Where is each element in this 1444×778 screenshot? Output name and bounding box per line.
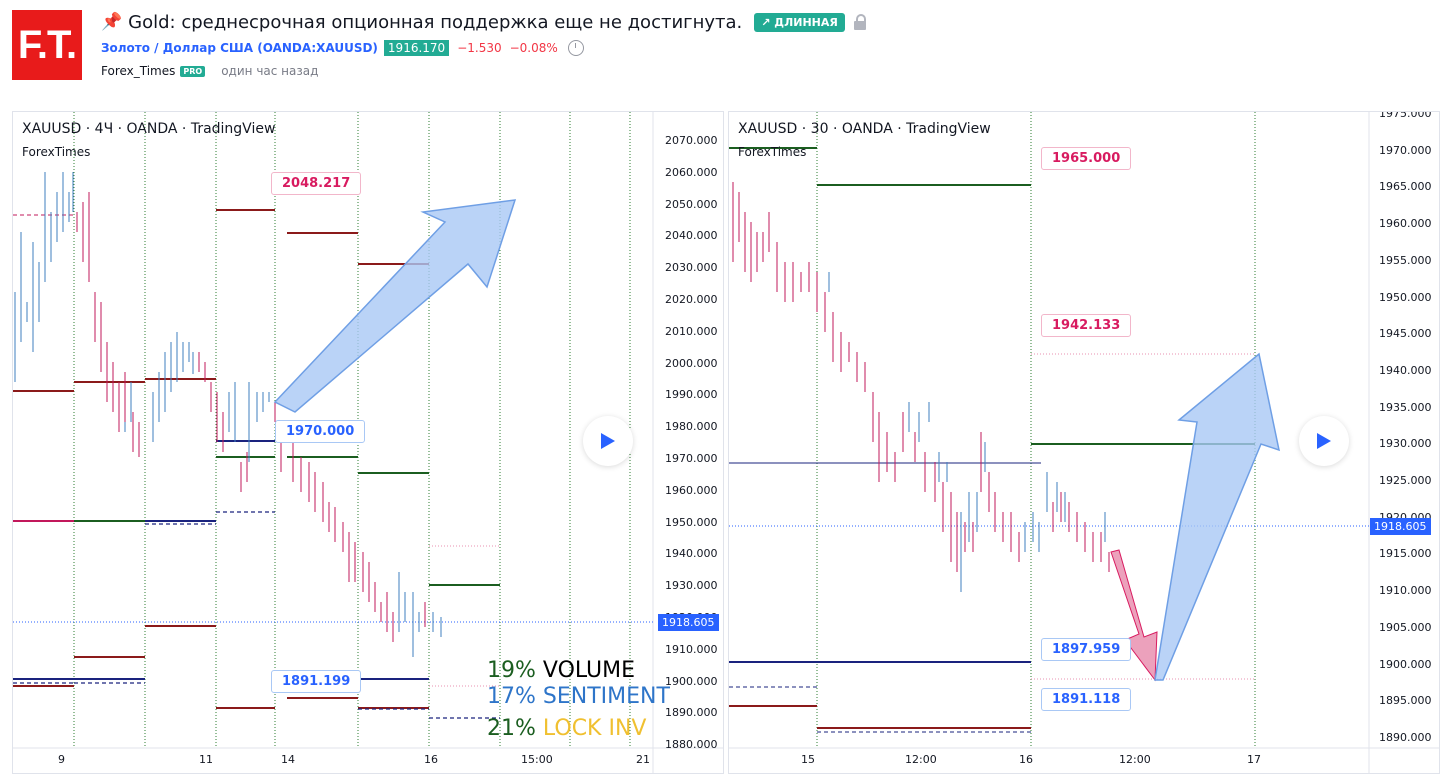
- price-tick-label: 1980.000: [665, 420, 718, 434]
- chart-left-canvas: [13, 112, 723, 773]
- chart-left-last-price: 1918.605: [658, 614, 719, 631]
- chart-right-play-button[interactable]: [1299, 416, 1349, 466]
- symbol-row: Золото / Доллар США (OANDA:XAUUSD) 1916.…: [101, 39, 584, 57]
- price-tick-label: 1905.000: [1379, 620, 1432, 634]
- price-tick-label: 1970.000: [665, 452, 718, 465]
- price-tick-label: 1895.000: [1379, 694, 1432, 708]
- price-tick-label: 1930.000: [1379, 437, 1432, 451]
- projection-down-arrow: [1110, 549, 1158, 682]
- stat-lock-inv: 21% LOCK INV: [487, 716, 647, 741]
- price-tick-label: 1965.000: [1379, 180, 1432, 194]
- callout-1891b[interactable]: 1891.118: [1041, 688, 1132, 711]
- time-tick-label: 15: [801, 753, 815, 766]
- price-tick-label: 1960.000: [1379, 217, 1432, 231]
- callout-1942[interactable]: 1942.133: [1041, 314, 1132, 337]
- alarm-clock-icon[interactable]: [567, 40, 584, 56]
- callout-2048[interactable]: 2048.217: [271, 172, 362, 195]
- callout-1970[interactable]: 1970.000: [275, 420, 366, 443]
- price-tick-label: 1945.000: [1379, 327, 1432, 341]
- price-tick-label: 1910.000: [665, 642, 718, 656]
- price-tick-label: 1880.000: [665, 738, 718, 752]
- price-tick-label: 1940.000: [1379, 363, 1432, 377]
- author-name[interactable]: Forex_Times: [101, 64, 176, 78]
- pin-icon: 📌: [101, 12, 123, 32]
- time-tick-label: 14: [281, 753, 295, 766]
- price-tick-label: 1890.000: [665, 706, 718, 720]
- symbol-link[interactable]: Золото / Доллар США (OANDA:XAUUSD): [101, 41, 378, 55]
- time-tick-label: 16: [424, 753, 438, 766]
- price-change: −1.530: [457, 41, 502, 55]
- posted-time: один час назад: [221, 64, 319, 78]
- price-tick-label: 1935.000: [1379, 400, 1432, 414]
- callout-1965[interactable]: 1965.000: [1041, 147, 1132, 170]
- author-row: Forex_Times PRO один час назад: [101, 64, 318, 78]
- time-tick-label: 11: [199, 753, 213, 766]
- price-tick-label: 1925.000: [1379, 474, 1432, 487]
- chart-left-sublabel: ForexTimes: [22, 145, 91, 159]
- price-tick-label: 1950.000: [665, 515, 718, 529]
- stat-sentiment: 17% SENTIMENT: [487, 684, 670, 709]
- price-tick-label: 1940.000: [665, 547, 718, 561]
- chart-right-last-price: 1918.605: [1370, 518, 1431, 535]
- projection-up-arrow-right: [1154, 352, 1281, 681]
- price-tick-label: 1900.000: [665, 674, 718, 688]
- price-tick-label: 1950.000: [1379, 290, 1432, 304]
- price-change-pct: −0.08%: [509, 41, 558, 55]
- pro-badge: PRO: [180, 65, 206, 77]
- chart-right-panel[interactable]: XAUUSD · 30 · OANDA · TradingView ForexT…: [728, 111, 1440, 774]
- time-tick-label: 15:00: [521, 753, 553, 766]
- lock-icon: [853, 14, 867, 30]
- price-tick-label: 1975.000: [1379, 111, 1432, 120]
- chart-right-symbol-label: XAUUSD · 30 · OANDA · TradingView: [738, 121, 991, 137]
- price-tick-label: 1915.000: [1379, 547, 1432, 561]
- price-tick-label: 1900.000: [1379, 657, 1432, 671]
- price-tick-label: 1955.000: [1379, 253, 1432, 267]
- price-tick-label: 1960.000: [665, 483, 718, 497]
- price-tick-label: 2060.000: [665, 165, 718, 179]
- time-tick-label: 17: [1247, 753, 1261, 766]
- idea-title-row: 📌 Gold: среднесрочная опционная поддержк…: [101, 10, 867, 34]
- price-tick-label: 1970.000: [1379, 143, 1432, 157]
- price-tick-label: 2030.000: [665, 261, 718, 275]
- brand-logo[interactable]: F.T.: [12, 10, 82, 80]
- price-tick-label: 2010.000: [665, 324, 718, 338]
- price-badge: 1916.170: [383, 40, 450, 56]
- time-tick-label: 12:00: [1119, 753, 1151, 766]
- time-tick-label: 21: [636, 753, 650, 766]
- price-tick-label: 1890.000: [1379, 730, 1432, 744]
- time-tick-label: 12:00: [905, 753, 937, 766]
- projection-up-arrow: [273, 199, 517, 413]
- price-tick-label: 2000.000: [665, 356, 718, 370]
- price-tick-label: 1990.000: [665, 388, 718, 402]
- direction-badge: ↗ ДЛИННАЯ: [754, 12, 845, 32]
- play-icon: [1317, 433, 1331, 449]
- price-tick-label: 2070.000: [665, 134, 718, 147]
- chart-left-play-button[interactable]: [583, 416, 633, 466]
- price-tick-label: 1910.000: [1379, 584, 1432, 598]
- chart-right-sublabel: ForexTimes: [738, 145, 807, 159]
- callout-1897[interactable]: 1897.959: [1041, 638, 1132, 661]
- chart-left-symbol-label: XAUUSD · 4Ч · OANDA · TradingView: [22, 121, 276, 137]
- chart-right-canvas: [729, 112, 1439, 773]
- idea-title: Gold: среднесрочная опционная поддержка …: [128, 11, 743, 33]
- price-tick-label: 2050.000: [665, 197, 718, 211]
- chart-left-panel[interactable]: XAUUSD · 4Ч · OANDA · TradingView ForexT…: [12, 111, 724, 774]
- play-icon: [601, 433, 615, 449]
- stat-volume: 19% VOLUME: [487, 658, 636, 683]
- price-tick-label: 2040.000: [665, 229, 718, 243]
- time-tick-label: 16: [1019, 753, 1033, 766]
- time-tick-label: 9: [58, 753, 65, 766]
- price-tick-label: 2020.000: [665, 293, 718, 306]
- price-tick-label: 1930.000: [665, 579, 718, 593]
- callout-1891[interactable]: 1891.199: [271, 670, 362, 693]
